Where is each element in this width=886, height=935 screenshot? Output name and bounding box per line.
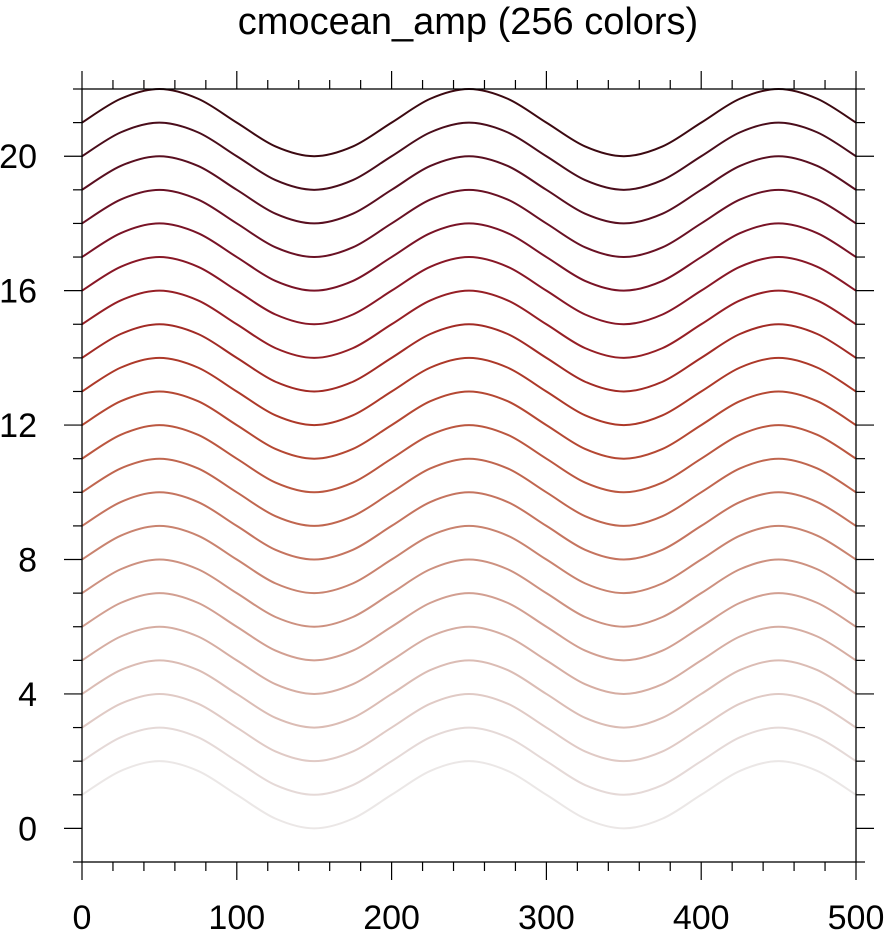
series-line-12: [81, 390, 857, 460]
x-tick-label: 200: [363, 899, 420, 935]
series-line-18: [81, 188, 857, 259]
series-line-3: [81, 692, 857, 763]
series-line-20: [81, 121, 857, 191]
series-line-17: [81, 222, 857, 292]
y-tick-label: 12: [0, 407, 37, 445]
series-line-7: [81, 558, 857, 628]
series-line-19: [81, 155, 857, 225]
x-tick-label: 300: [518, 899, 575, 935]
series-line-14: [81, 323, 857, 393]
y-tick-label: 16: [0, 273, 37, 311]
series-line-11: [81, 424, 857, 494]
chart-title: cmocean_amp (256 colors): [238, 1, 698, 43]
x-tick-label: 400: [673, 899, 730, 935]
y-tick-label: 0: [18, 810, 37, 848]
series-line-16: [81, 256, 857, 326]
series-line-4: [81, 659, 857, 729]
series-line-6: [81, 592, 857, 662]
tick-labels: 0 100 200 300 400 500 0 4 8 12 16 20: [0, 138, 884, 935]
ticks-layer: [64, 71, 874, 880]
y-tick-label: 20: [0, 138, 37, 176]
x-tick-label: 500: [828, 899, 885, 935]
plot-frame: [81, 88, 857, 863]
series-line-13: [81, 356, 857, 427]
y-tick-label: 4: [18, 676, 37, 714]
x-tick-label: 0: [73, 899, 92, 935]
series-line-15: [81, 289, 857, 359]
series-line-8: [81, 524, 857, 595]
series-line-1: [81, 760, 857, 830]
series-line-5: [81, 625, 857, 695]
y-tick-label: 8: [18, 542, 37, 580]
x-tick-label: 100: [208, 899, 265, 935]
series-line-9: [81, 491, 857, 561]
series-layer: [81, 87, 857, 830]
series-line-10: [81, 457, 857, 527]
series-line-2: [81, 726, 857, 796]
